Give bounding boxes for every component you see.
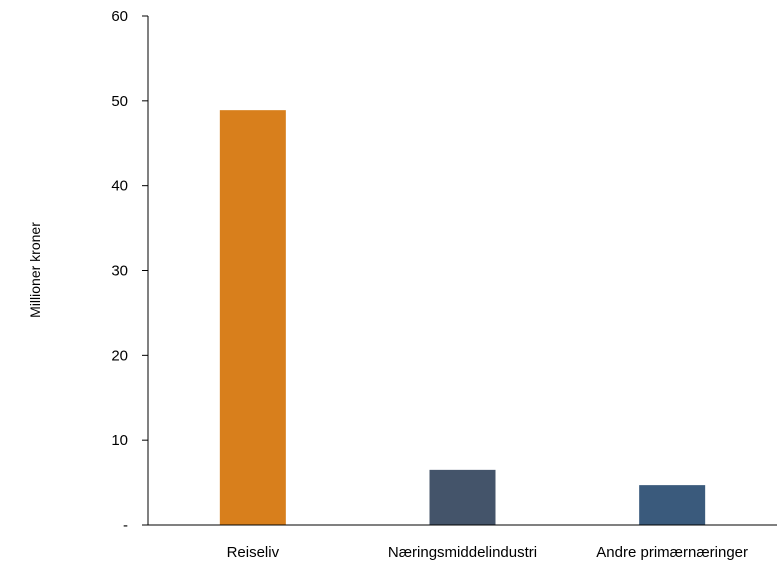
y-tick-label: 40 (111, 178, 128, 195)
y-tick-label: 20 (111, 347, 128, 364)
y-tick-label: 10 (111, 432, 128, 449)
y-tick-label: 30 (111, 263, 128, 280)
y-tick-label: - (123, 517, 128, 534)
bar-1 (429, 469, 496, 525)
y-tick-label: 60 (111, 8, 128, 25)
x-category-label: Andre primærnæringer (596, 544, 748, 561)
y-tick-label: 50 (111, 93, 128, 110)
bar-0 (219, 110, 286, 525)
x-axis-labels: Reiseliv Næringsmiddelindustri Andre primæ… (227, 544, 748, 561)
bars-group (219, 110, 706, 525)
y-axis-ticks: - 10 20 30 40 50 60 (111, 8, 148, 534)
x-category-label: Reiseliv (227, 544, 280, 561)
y-axis-title: Millioner kroner (27, 222, 43, 318)
x-category-label: Næringsmiddelindustri (388, 544, 537, 561)
bar-2 (639, 485, 706, 525)
